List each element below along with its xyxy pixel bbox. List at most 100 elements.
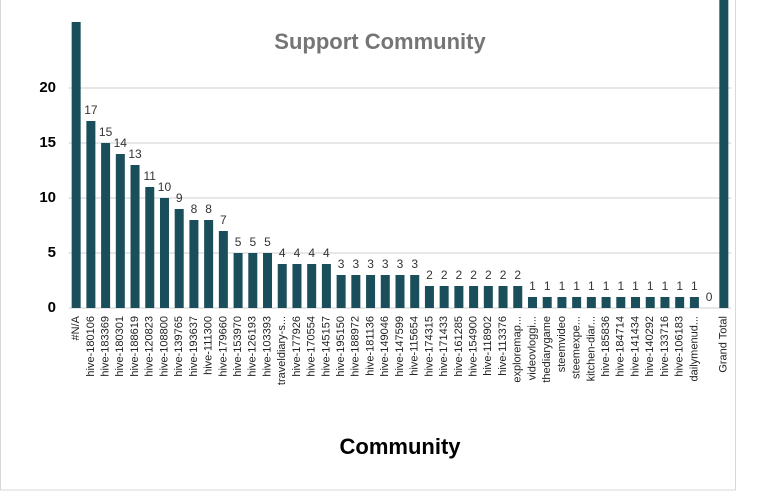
bar [174, 209, 184, 308]
bar [527, 297, 537, 308]
bar [159, 198, 169, 308]
x-tick-label: hive-174315 [423, 316, 435, 377]
x-tick-label: #N/A [70, 315, 82, 340]
y-tick-label: 0 [48, 299, 56, 316]
bar [71, 22, 81, 308]
value-label: 8 [205, 202, 212, 216]
bar [469, 286, 479, 308]
bar [689, 297, 699, 308]
x-tick-label: hive-180301 [114, 316, 126, 377]
bar [233, 253, 243, 308]
x-tick-label: hive-139765 [173, 316, 185, 377]
x-tick-label: hive-181136 [364, 316, 376, 376]
bar [351, 275, 361, 308]
value-label: 5 [235, 235, 242, 249]
value-label: 1 [647, 279, 654, 293]
bar [263, 253, 273, 308]
bar [86, 121, 96, 308]
bar [380, 275, 390, 308]
x-tick-label: hive-171433 [438, 316, 450, 377]
x-tick-label: dailymenud... [688, 316, 700, 381]
value-label: 2 [485, 268, 492, 282]
x-tick-label: hive-184714 [615, 316, 627, 377]
x-tick-label: hive-115654 [409, 316, 421, 376]
x-tick-label: thediarygame [541, 316, 553, 383]
bar [616, 297, 626, 308]
value-label: 1 [632, 279, 639, 293]
bar [719, 0, 729, 308]
x-tick-label: hive-133716 [659, 316, 671, 377]
value-label: 3 [411, 257, 418, 271]
bar [542, 297, 552, 308]
x-tick-label: hive-195150 [335, 316, 347, 377]
bar [601, 297, 611, 308]
x-tick-label: hive-141434 [629, 316, 641, 377]
value-label: 1 [662, 279, 669, 293]
value-label: 3 [352, 257, 359, 271]
x-tick-label: hive-177926 [291, 316, 303, 377]
bar [645, 297, 655, 308]
x-tick-label: hive-153970 [232, 316, 244, 377]
bar [307, 264, 317, 308]
bar [483, 286, 493, 308]
bar [204, 220, 214, 308]
value-label: 3 [397, 257, 404, 271]
x-tick-label: hive-113376 [497, 316, 509, 376]
bar [675, 297, 685, 308]
value-label: 4 [323, 246, 330, 260]
bar [631, 297, 641, 308]
value-label: 3 [367, 257, 374, 271]
bar [424, 286, 434, 308]
x-tick-label: hive-111300 [203, 316, 215, 375]
bar [277, 264, 287, 308]
x-tick-label: steemvideo [556, 316, 568, 372]
bar [115, 154, 125, 308]
value-label: 2 [500, 268, 507, 282]
y-tick-label: 20 [39, 79, 56, 96]
chart-title: Support Community [274, 29, 486, 54]
value-label: 1 [617, 279, 624, 293]
bar [130, 165, 140, 308]
x-tick-label: hive-188619 [129, 316, 141, 377]
value-label: 1 [529, 279, 536, 293]
x-tick-label: exploremap... [512, 316, 524, 383]
value-label: 2 [456, 268, 463, 282]
bar [248, 253, 258, 308]
bar [292, 264, 302, 308]
value-label: 13 [128, 147, 142, 161]
value-label: 4 [294, 246, 301, 260]
value-label: 2 [514, 268, 521, 282]
x-tick-label: videovloggi... [526, 316, 538, 380]
value-label: 1 [676, 279, 683, 293]
x-tick-label: hive-180106 [85, 316, 97, 377]
x-tick-label: hive-147599 [394, 316, 406, 377]
value-label: 5 [264, 235, 271, 249]
bar [513, 286, 523, 308]
x-tick-label: hive-126193 [247, 316, 259, 377]
value-label: 1 [588, 279, 595, 293]
x-tick-label: hive-106183 [674, 316, 686, 377]
value-label: 14 [114, 136, 128, 150]
y-tick-label: 15 [39, 134, 56, 151]
bar [321, 264, 331, 308]
bar [395, 275, 405, 308]
y-tick-label: 10 [39, 189, 56, 206]
x-tick-label: hive-108800 [158, 316, 170, 377]
value-label: 2 [441, 268, 448, 282]
bar [498, 286, 508, 308]
x-tick-label: hive-188972 [350, 316, 362, 377]
value-label: 10 [158, 180, 172, 194]
value-label: 17 [84, 103, 98, 117]
value-label: 1 [603, 279, 610, 293]
value-label: 1 [691, 279, 698, 293]
y-tick-label: 5 [48, 244, 56, 261]
x-tick-label: hive-149046 [379, 316, 391, 377]
bar [145, 187, 155, 308]
x-tick-label: traveldiary-s... [276, 316, 288, 385]
value-label: 1 [573, 279, 580, 293]
bar [410, 275, 420, 308]
x-tick-label: hive-118902 [482, 316, 494, 376]
x-axis-title: Community [340, 434, 462, 459]
value-label: 7 [220, 213, 227, 227]
